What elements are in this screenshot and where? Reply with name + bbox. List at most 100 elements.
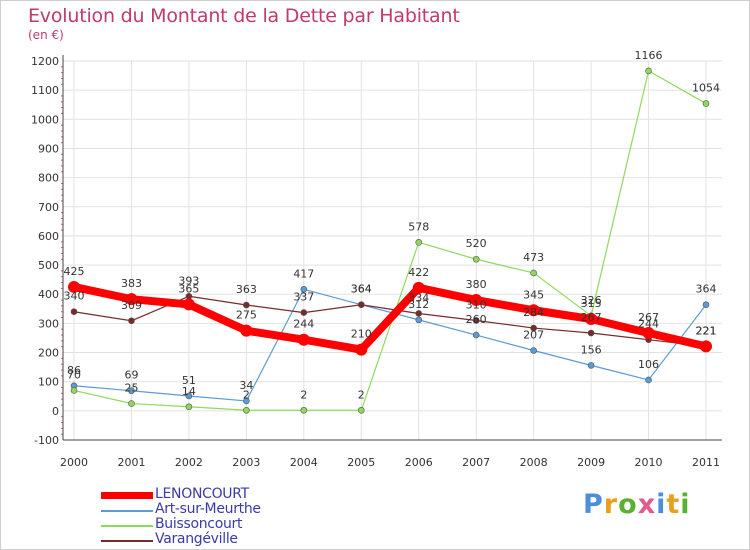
data-point xyxy=(530,269,537,277)
data-label: 363 xyxy=(236,283,257,296)
data-label: 364 xyxy=(351,283,372,296)
data-label: 310 xyxy=(466,298,487,311)
x-tick-label: 2004 xyxy=(290,456,318,469)
data-label: 334 xyxy=(408,291,429,304)
data-label: 473 xyxy=(523,251,544,264)
data-point xyxy=(472,317,480,324)
data-label: 221 xyxy=(696,324,717,337)
x-tick-label: 2009 xyxy=(577,456,605,469)
logo-letter: o xyxy=(618,489,638,520)
y-tick-label: 500 xyxy=(38,259,59,272)
legend-label: Varangéville xyxy=(155,531,238,547)
data-point xyxy=(182,298,195,311)
data-point xyxy=(530,324,537,332)
data-label: 25 xyxy=(124,382,138,395)
series-line-art-sur-meurthe xyxy=(73,288,707,402)
data-label: 340 xyxy=(64,290,85,303)
y-tick-label: 400 xyxy=(38,288,59,301)
data-label: 2 xyxy=(300,388,307,401)
series-line-buissoncourt xyxy=(73,70,707,411)
data-point xyxy=(645,67,652,75)
y-tick-label: 100 xyxy=(38,376,59,389)
data-point xyxy=(185,403,193,411)
data-point xyxy=(128,400,135,407)
x-tick-label: 2003 xyxy=(232,456,260,469)
data-label: 1166 xyxy=(635,49,663,62)
data-label: 244 xyxy=(293,318,314,331)
chart-subtitle: (en €) xyxy=(28,28,64,42)
legend-swatch xyxy=(101,492,153,499)
data-label: 14 xyxy=(182,385,196,398)
data-label: 86 xyxy=(67,364,81,377)
logo-letter: i xyxy=(680,489,691,520)
data-label: 417 xyxy=(293,267,314,280)
data-label: 69 xyxy=(124,369,138,382)
data-label: 221 xyxy=(696,324,717,337)
data-label: 383 xyxy=(121,277,142,290)
data-point xyxy=(300,285,308,293)
data-label: 315 xyxy=(581,297,602,310)
data-point xyxy=(357,406,365,414)
x-tick-label: 2011 xyxy=(692,456,720,469)
data-point xyxy=(243,406,250,414)
data-label: 51 xyxy=(182,374,196,387)
data-point xyxy=(587,329,595,337)
y-tick-label: 300 xyxy=(38,317,59,330)
data-point xyxy=(530,347,537,354)
data-label: 2 xyxy=(243,388,250,401)
data-label: 364 xyxy=(696,283,717,296)
data-label: 70 xyxy=(67,368,81,381)
data-label: 275 xyxy=(236,309,257,322)
data-label: 34 xyxy=(239,379,253,392)
data-label: 345 xyxy=(523,288,544,301)
plot-area xyxy=(63,61,722,440)
data-point xyxy=(472,331,480,339)
data-point xyxy=(415,239,423,246)
data-label: 393 xyxy=(178,274,199,287)
data-label: 422 xyxy=(408,266,429,279)
logo-letter: i xyxy=(656,489,667,520)
data-point xyxy=(702,301,710,309)
data-point xyxy=(472,255,480,263)
data-point xyxy=(527,304,540,317)
y-tick-label: 900 xyxy=(38,142,59,155)
y-tick-label: 700 xyxy=(38,201,59,214)
y-tick-label: 1100 xyxy=(31,84,59,97)
data-point xyxy=(470,294,483,307)
proxiti-logo: Proxiti xyxy=(583,489,691,520)
data-point xyxy=(587,362,595,369)
data-point xyxy=(415,310,423,317)
data-label: 267 xyxy=(581,311,602,324)
logo-letter: t xyxy=(666,489,681,520)
legend-label: Art-sur-Meurthe xyxy=(155,501,261,517)
legend-swatch xyxy=(101,510,153,512)
data-point xyxy=(185,392,193,400)
data-label: 260 xyxy=(466,313,487,326)
data-point xyxy=(700,340,712,353)
data-point xyxy=(70,387,78,394)
data-point xyxy=(355,343,368,356)
data-label: 364 xyxy=(351,283,372,296)
data-point xyxy=(585,313,598,326)
data-label: 156 xyxy=(581,343,602,356)
y-tick-label: 800 xyxy=(38,172,59,185)
y-tick-label: 600 xyxy=(38,230,59,243)
x-tick-label: 2010 xyxy=(635,456,663,469)
data-point xyxy=(125,293,138,306)
data-label: 365 xyxy=(178,282,199,295)
data-point xyxy=(243,301,250,309)
data-point xyxy=(240,324,253,337)
data-label: 309 xyxy=(121,299,142,312)
data-label: 326 xyxy=(581,294,602,307)
data-point xyxy=(68,280,80,293)
logo-letter: P xyxy=(583,489,604,520)
logo-letter: r xyxy=(603,489,619,520)
data-point xyxy=(70,308,78,316)
data-point xyxy=(415,316,423,324)
legend-label: Buissoncourt xyxy=(155,516,243,532)
y-tick-label: 0 xyxy=(52,405,59,418)
x-tick-label: 2008 xyxy=(520,456,548,469)
data-point xyxy=(300,309,308,316)
data-point xyxy=(128,387,135,395)
